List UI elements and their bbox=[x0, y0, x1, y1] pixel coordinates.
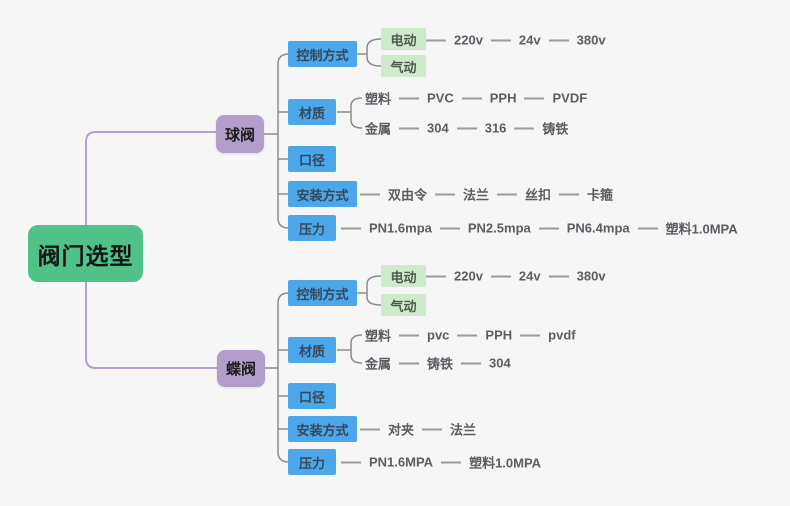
connector-dash bbox=[456, 127, 477, 129]
ball-install-thread[interactable]: 丝扣 bbox=[525, 187, 552, 203]
connector-dash bbox=[341, 227, 361, 229]
butterfly-material-metal-chain: 金属 铸铁 304 bbox=[365, 354, 511, 373]
connector-dash bbox=[426, 275, 446, 277]
ball-pressure-pn16[interactable]: PN1.6mpa bbox=[369, 220, 432, 236]
connector-dash bbox=[490, 39, 511, 41]
connector-dash bbox=[514, 127, 535, 129]
ball-metal-316[interactable]: 316 bbox=[484, 120, 507, 136]
butterfly-voltage-380v[interactable]: 380v bbox=[576, 268, 606, 284]
butterfly-category-control-method[interactable]: 控制方式 bbox=[288, 280, 357, 306]
connector-dash bbox=[360, 193, 380, 195]
butterfly-install-wafer[interactable]: 对夹 bbox=[388, 422, 415, 438]
butterfly-plastic-pvc[interactable]: pvc bbox=[427, 327, 450, 343]
butterfly-category-install-method[interactable]: 安装方式 bbox=[288, 416, 357, 442]
ball-category-material[interactable]: 材质 bbox=[288, 99, 336, 125]
connector-dash bbox=[360, 428, 380, 430]
ball-install-union[interactable]: 双由令 bbox=[388, 187, 428, 203]
butterfly-category-pressure[interactable]: 压力 bbox=[288, 449, 336, 475]
ball-pressure-pn25[interactable]: PN2.5mpa bbox=[467, 220, 531, 236]
ball-node-plastic[interactable]: 塑料 bbox=[365, 91, 392, 107]
ball-install-flange[interactable]: 法兰 bbox=[463, 187, 490, 203]
butterfly-plastic-pph[interactable]: PPH bbox=[485, 327, 513, 343]
connector-dash bbox=[490, 275, 511, 277]
connector-dash bbox=[422, 428, 443, 430]
ball-voltage-220v[interactable]: 220v bbox=[454, 32, 483, 48]
connector-dash bbox=[399, 97, 420, 99]
ball-voltage-24v[interactable]: 24v bbox=[518, 32, 541, 48]
ball-category-diameter[interactable]: 口径 bbox=[288, 146, 336, 172]
ball-install-clamp[interactable]: 卡箍 bbox=[587, 187, 614, 203]
ball-pressure-plastic10[interactable]: 塑料1.0MPA bbox=[665, 221, 738, 237]
connector-dash bbox=[461, 97, 482, 99]
butterfly-node-electric[interactable]: 电动 bbox=[381, 265, 426, 287]
branch-node-ball-valve[interactable]: 球阀 bbox=[216, 115, 264, 153]
butterfly-plastic-pvdf[interactable]: pvdf bbox=[548, 327, 576, 343]
butterfly-category-diameter[interactable]: 口径 bbox=[288, 383, 336, 409]
butterfly-metal-cast-iron[interactable]: 铸铁 bbox=[427, 356, 454, 372]
connector-dash bbox=[520, 334, 541, 336]
ball-plastic-pvc[interactable]: PVC bbox=[427, 90, 454, 106]
ball-voltage-380v[interactable]: 380v bbox=[576, 32, 606, 48]
ball-metal-cast-iron[interactable]: 铸铁 bbox=[542, 121, 569, 137]
connector-dash bbox=[399, 362, 420, 364]
ball-pressure-chain: PN1.6mpa PN2.5mpa PN6.4mpa 塑料1.0MPA bbox=[333, 219, 738, 238]
connector-dash bbox=[341, 461, 361, 463]
ball-material-metal-chain: 金属 304 316 铸铁 bbox=[365, 119, 568, 138]
connector-dash bbox=[439, 227, 460, 229]
ball-node-metal[interactable]: 金属 bbox=[365, 121, 392, 137]
butterfly-voltage-24v[interactable]: 24v bbox=[518, 268, 541, 284]
connector-dash bbox=[399, 334, 420, 336]
butterfly-node-metal[interactable]: 金属 bbox=[365, 356, 392, 372]
butterfly-node-pneumatic[interactable]: 气动 bbox=[381, 294, 426, 316]
branch-node-butterfly-valve[interactable]: 蝶阀 bbox=[217, 350, 265, 387]
ball-category-control-method[interactable]: 控制方式 bbox=[288, 41, 357, 67]
connector-dash bbox=[637, 227, 658, 229]
ball-voltage-chain: 220v 24v 380v bbox=[418, 33, 606, 48]
root-node[interactable]: 阀门选型 bbox=[28, 225, 143, 282]
ball-node-pneumatic[interactable]: 气动 bbox=[381, 55, 426, 77]
butterfly-pressure-plastic10[interactable]: 塑料1.0MPA bbox=[469, 455, 542, 471]
butterfly-material-plastic-chain: 塑料 pvc PPH pvdf bbox=[365, 326, 576, 345]
butterfly-category-material[interactable]: 材质 bbox=[288, 337, 336, 363]
butterfly-node-plastic[interactable]: 塑料 bbox=[365, 328, 392, 344]
ball-category-pressure[interactable]: 压力 bbox=[288, 215, 336, 241]
butterfly-pressure-pn16[interactable]: PN1.6MPA bbox=[369, 454, 434, 470]
butterfly-install-chain: 对夹 法兰 bbox=[352, 420, 476, 439]
connector-dash bbox=[548, 275, 569, 277]
connector-dash bbox=[457, 334, 478, 336]
connector-dash bbox=[441, 461, 462, 463]
butterfly-voltage-chain: 220v 24v 380v bbox=[418, 269, 606, 284]
ball-node-electric[interactable]: 电动 bbox=[381, 28, 426, 50]
butterfly-metal-304[interactable]: 304 bbox=[489, 355, 511, 371]
ball-plastic-pph[interactable]: PPH bbox=[489, 90, 517, 106]
connector-dash bbox=[559, 193, 580, 195]
ball-install-chain: 双由令 法兰 丝扣 卡箍 bbox=[352, 185, 613, 204]
connector-dash bbox=[497, 193, 518, 195]
butterfly-install-flange[interactable]: 法兰 bbox=[450, 422, 477, 438]
connector-dash bbox=[538, 227, 559, 229]
connector-dash bbox=[399, 127, 420, 129]
ball-pressure-pn64[interactable]: PN6.4mpa bbox=[566, 220, 630, 236]
ball-plastic-pvdf[interactable]: PVDF bbox=[552, 90, 588, 106]
connector-dash bbox=[524, 97, 545, 99]
butterfly-pressure-chain: PN1.6MPA 塑料1.0MPA bbox=[333, 453, 541, 472]
connector-dash bbox=[426, 39, 446, 41]
connector-dash bbox=[548, 39, 569, 41]
connector-dash bbox=[435, 193, 456, 195]
ball-material-plastic-chain: 塑料 PVC PPH PVDF bbox=[365, 89, 587, 108]
ball-category-install-method[interactable]: 安装方式 bbox=[288, 181, 357, 207]
ball-metal-304[interactable]: 304 bbox=[427, 120, 449, 136]
connector-dash bbox=[461, 362, 482, 364]
butterfly-voltage-220v[interactable]: 220v bbox=[454, 268, 483, 284]
